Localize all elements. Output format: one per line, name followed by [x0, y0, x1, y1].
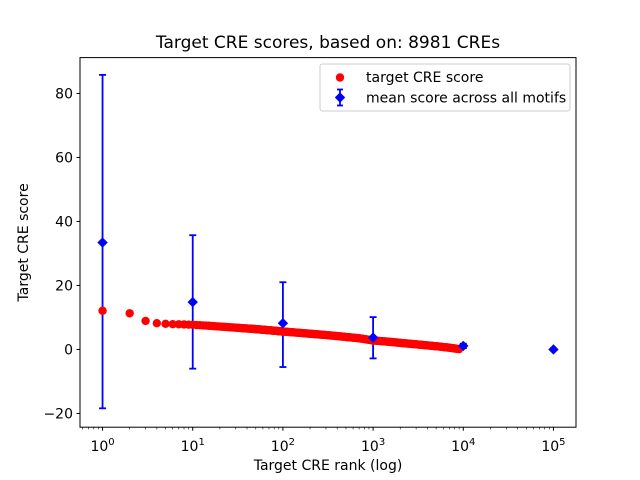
mean-score-errorbars: [99, 73, 557, 410]
data-point-mean-score: [97, 237, 108, 248]
legend: target CRE score mean score across all mo…: [319, 63, 571, 112]
legend-marker-diamond-icon: [334, 92, 346, 103]
x-tick-label: 102: [271, 437, 295, 455]
chart-generated-content: 100 101 102 103 104 105 −20 0 20 40 60 80 target CRE…: [43, 57, 577, 455]
x-tick-label: 104: [451, 437, 475, 455]
y-tick-label: 20: [55, 278, 73, 294]
legend-label-mean-score: mean score across all motifs: [366, 91, 566, 107]
y-tick-label: 0: [64, 342, 73, 358]
x-tick-label: 105: [541, 437, 565, 455]
y-axis-label: Target CRE score: [16, 183, 32, 302]
x-tick-label: 101: [181, 437, 205, 455]
data-point-mean-score: [458, 340, 469, 352]
data-point-target-score: [98, 306, 107, 315]
data-point-target-score: [152, 319, 162, 328]
x-tick-label: 103: [361, 437, 385, 455]
data-point-mean-score: [548, 344, 559, 355]
legend-label-target-score: target CRE score: [366, 70, 483, 86]
data-point-mean-score: [277, 318, 289, 329]
target-score-series: [98, 306, 464, 354]
x-axis-label: Target CRE rank (log): [253, 458, 403, 474]
data-point-target-score: [125, 309, 134, 318]
data-point-target-score: [141, 316, 150, 326]
legend-box: [319, 63, 571, 112]
data-point-mean-score: [187, 296, 198, 308]
legend-marker-circle-icon: [335, 73, 345, 82]
x-tick-label: 100: [90, 437, 114, 455]
y-tick-label: 40: [55, 214, 73, 230]
data-point-target-score: [161, 319, 170, 329]
chart-title: Target CRE scores, based on: 8981 CREs: [155, 33, 500, 53]
data-point-mean-score: [367, 332, 379, 343]
axes-frame: [79, 57, 577, 428]
y-tick-label: 60: [55, 150, 73, 166]
y-tick-label: 80: [55, 86, 73, 102]
data-point-target-score: [168, 319, 177, 329]
mean-score-markers: [97, 237, 559, 355]
y-tick-label: −20: [43, 406, 73, 422]
